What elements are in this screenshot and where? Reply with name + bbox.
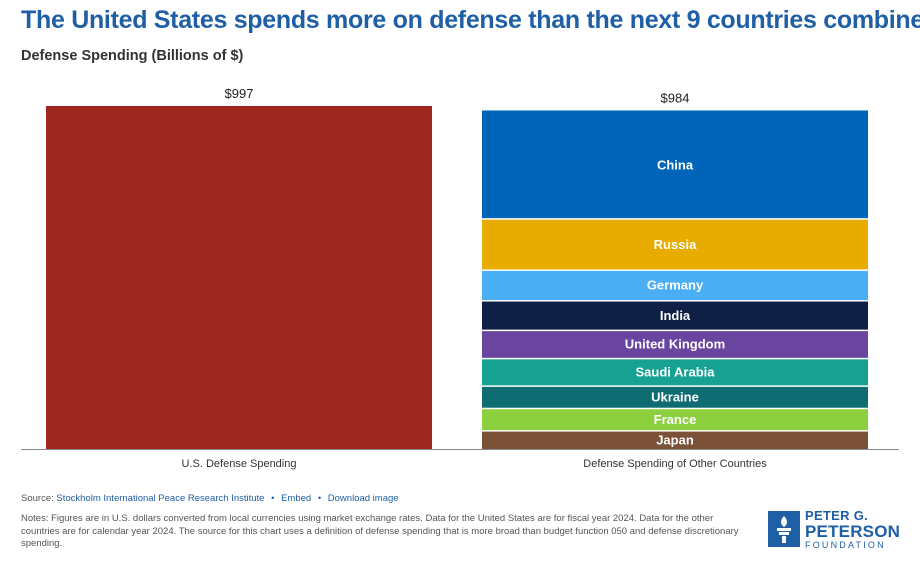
bar-segment-china (482, 110, 868, 219)
bar-segment-japan (482, 431, 868, 449)
separator-dot: • (271, 493, 275, 504)
logo-line-3: FOUNDATION (805, 540, 886, 550)
segment-label: Saudi Arabia (636, 365, 716, 380)
bar-segment-us (46, 106, 432, 449)
chart-notes: Notes: Figures are in U.S. dollars conve… (21, 513, 739, 549)
logo-line-1: PETER G. (805, 508, 869, 523)
bar-segment-united-kingdom (482, 331, 868, 358)
source-line: Source: Stockholm International Peace Re… (21, 493, 399, 504)
category-label: Defense Spending of Other Countries (583, 458, 767, 470)
embed-link[interactable]: Embed (281, 493, 312, 504)
segment-label: France (654, 412, 697, 427)
bar-segment-india (482, 301, 868, 330)
peterson-foundation-logo[interactable]: PETER G. PETERSON FOUNDATION (768, 509, 918, 551)
bar-segment-saudi-arabia (482, 359, 868, 386)
bar-segment-russia (482, 219, 868, 270)
segment-label: India (660, 308, 691, 323)
bar-segment-france (482, 409, 868, 431)
logo-line-2: PETERSON (805, 522, 901, 541)
segment-label: United Kingdom (625, 337, 725, 352)
segment-label: Russia (654, 237, 697, 252)
source-prefix: Source: (21, 493, 54, 504)
bar-segment-ukraine (482, 386, 868, 408)
chart-title: The United States spends more on defense… (21, 6, 920, 34)
source-link[interactable]: Stockholm International Peace Research I… (56, 493, 265, 504)
torch-logo-icon (768, 511, 800, 547)
download-image-link[interactable]: Download image (327, 493, 399, 504)
bar-segment-germany (482, 270, 868, 301)
separator-dot: • (317, 493, 322, 504)
total-value-label: $997 (225, 86, 254, 101)
chart-subtitle: Defense Spending (Billions of $) (21, 48, 244, 64)
segment-label: China (657, 157, 694, 172)
total-value-label: $984 (661, 90, 690, 105)
logo-wordmark: PETER G. PETERSON FOUNDATION (805, 508, 901, 551)
category-label: U.S. Defense Spending (182, 458, 297, 470)
segment-label: Japan (656, 433, 694, 448)
segment-label: Germany (647, 278, 704, 293)
segment-label: Ukraine (651, 390, 699, 405)
stacked-bar-chart: $997 U.S. Defense Spending Japan France Ukra… (21, 86, 899, 470)
